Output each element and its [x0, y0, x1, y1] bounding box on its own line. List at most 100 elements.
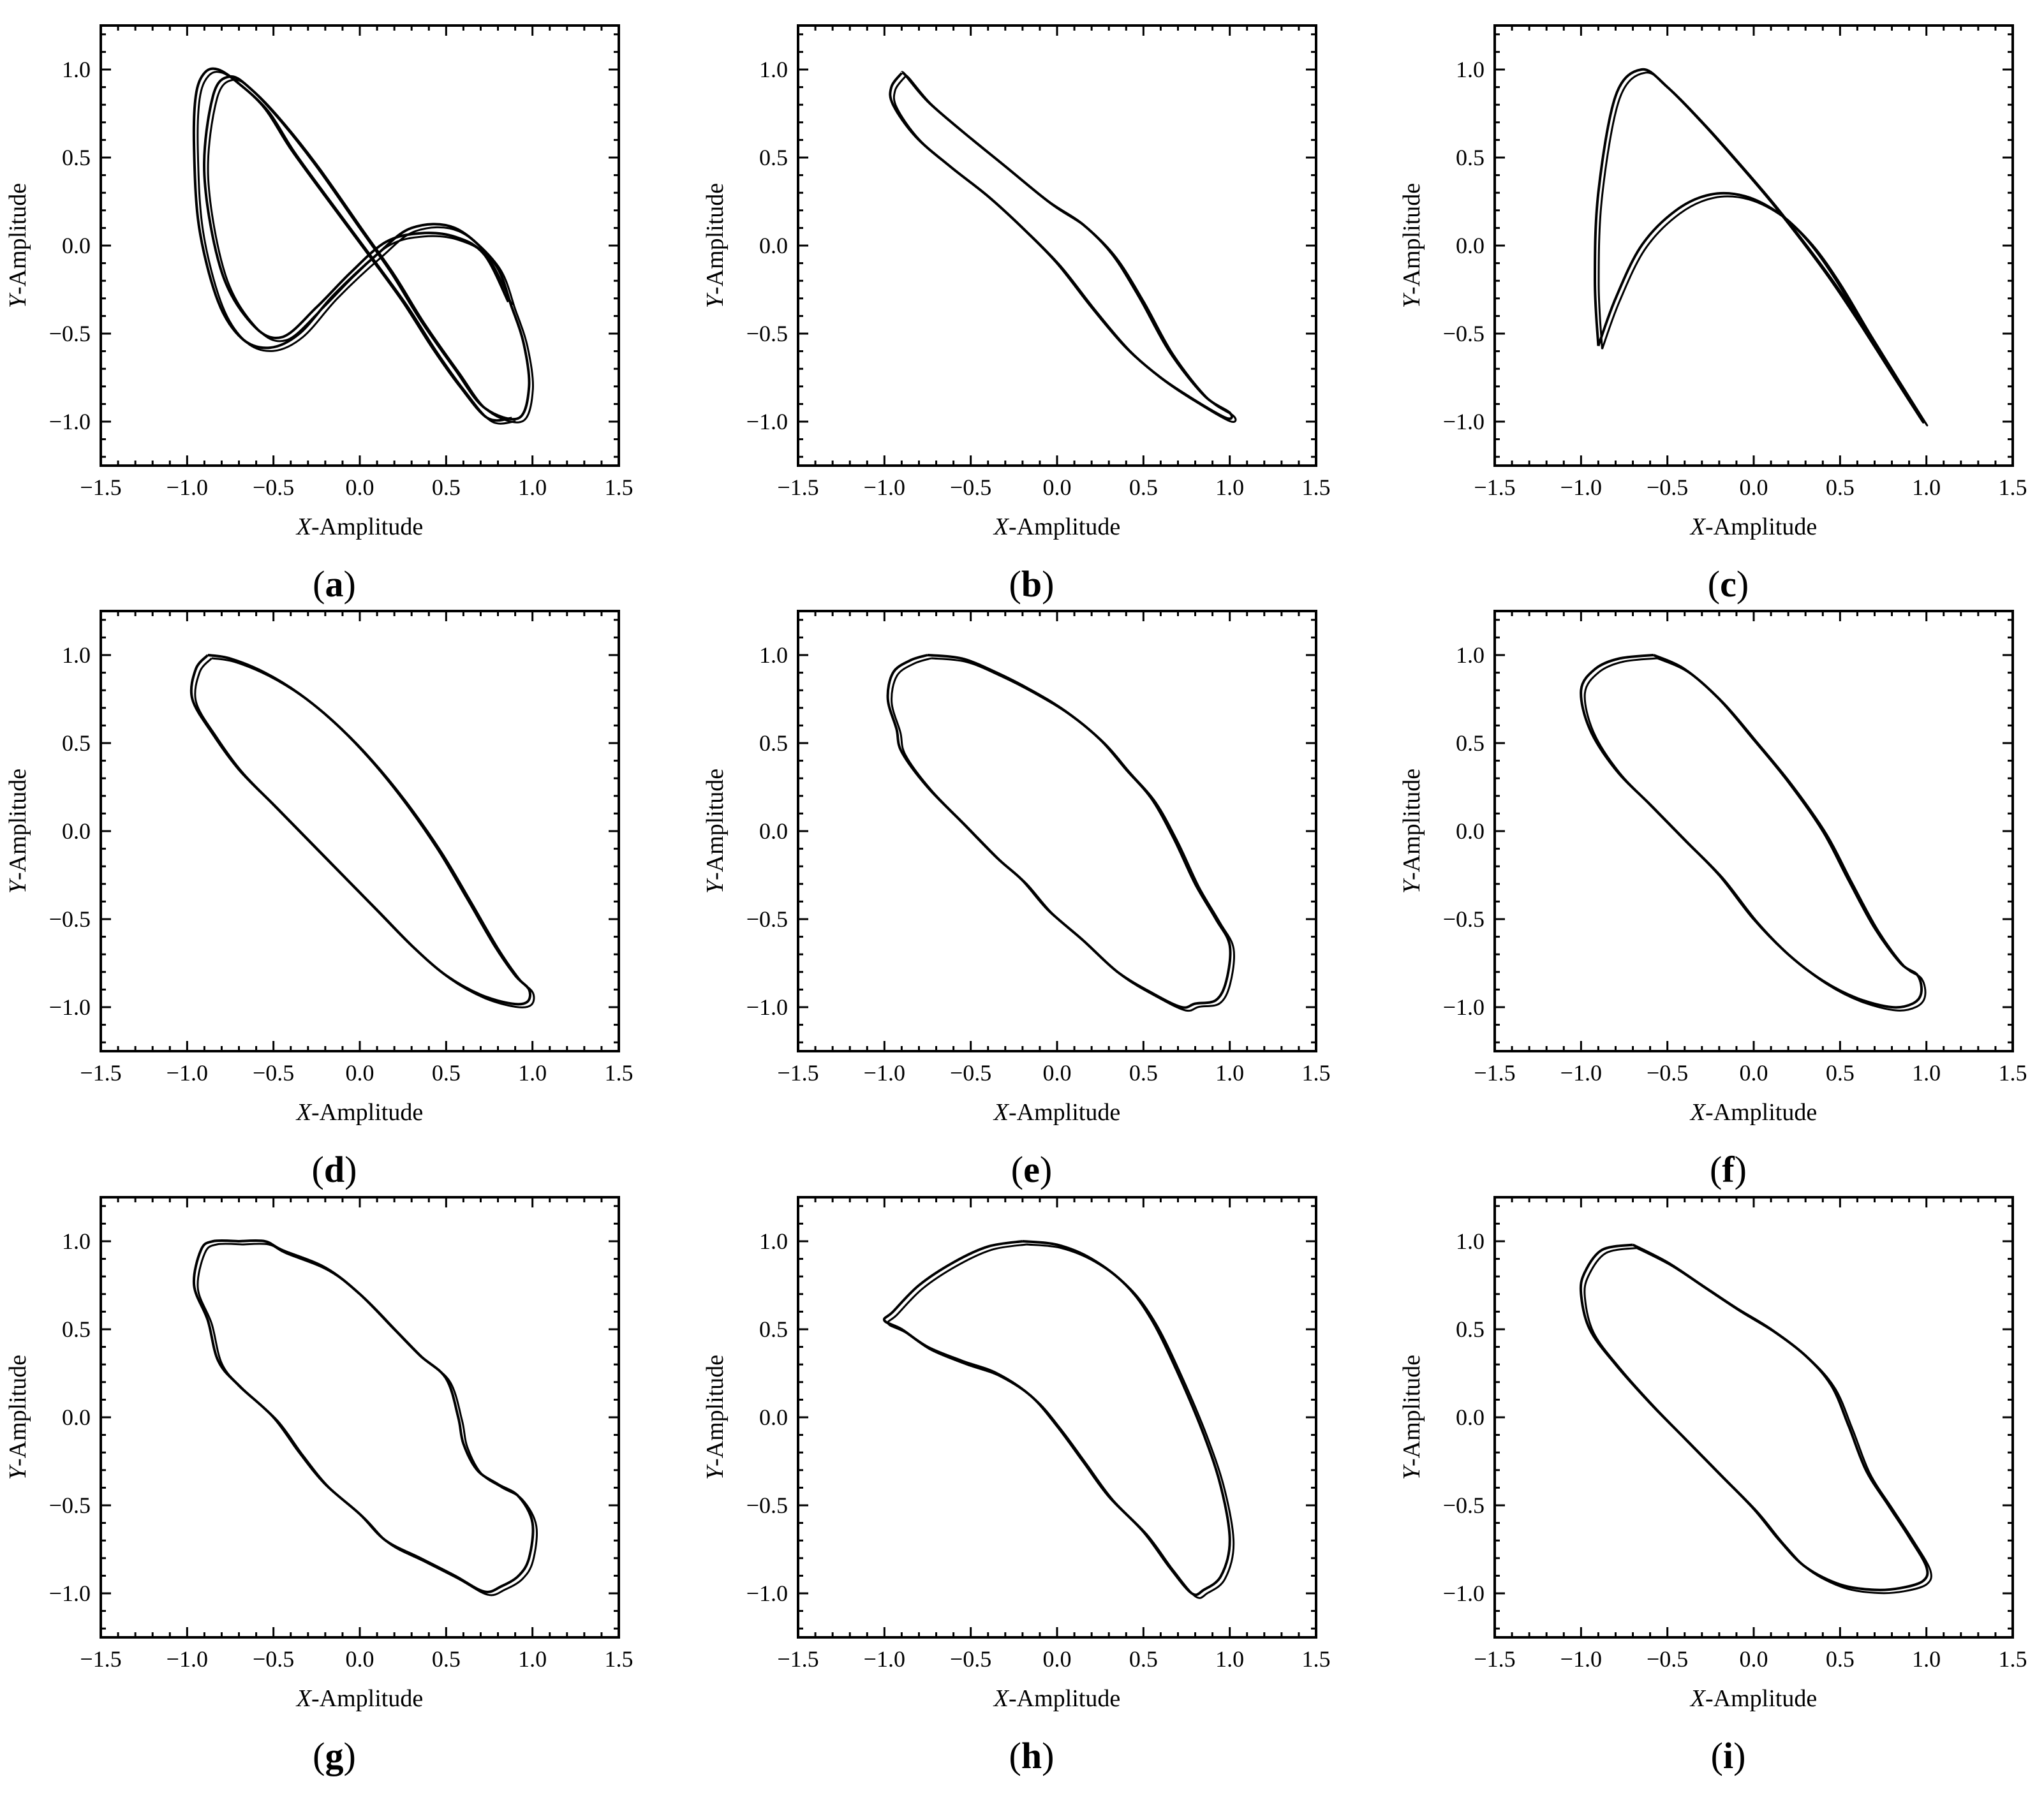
x-axis-label: X-Amplitude [1689, 1685, 1817, 1712]
x-tick-label: −0.5 [1647, 1060, 1688, 1086]
y-axis-label-rest: -Amplitude [702, 769, 729, 880]
y-axis-label-rest: -Amplitude [702, 183, 729, 295]
x-tick-label: 0.5 [1129, 475, 1158, 500]
panel-label-close: ) [344, 563, 356, 605]
chart-panel-g: −1.5 −1.0 −0.5 0.0 0.5 1.0 1.5 −1.0 −0.5 0.0 0.5 1.… [4, 1196, 633, 1776]
y-axis-label-var: Y [4, 1464, 31, 1480]
x-tick-label: −1.0 [167, 1646, 208, 1672]
chart-panel-h: −1.5 −1.0 −0.5 0.0 0.5 1.0 1.5 −1.0 −0.5 0.0 0.5 1.… [702, 1196, 1331, 1776]
x-axis-label-var: X [295, 513, 313, 540]
panel-label-open: ( [1710, 1149, 1722, 1190]
panel-label-letter: f [1722, 1149, 1735, 1190]
panel-label: (d) [312, 1149, 357, 1190]
y-tick-label: 1.0 [759, 642, 788, 668]
y-axis-label-rest: -Amplitude [1398, 1355, 1425, 1466]
x-axis-label-rest: -Amplitude [1009, 1685, 1120, 1712]
y-axis-label-rest: -Amplitude [1398, 769, 1425, 880]
y-tick-label: 1.0 [759, 57, 788, 82]
x-axis-label-rest: -Amplitude [311, 1685, 423, 1712]
x-axis-label: X-Amplitude [295, 1099, 423, 1126]
x-axis-label-rest: -Amplitude [1705, 513, 1817, 540]
y-tick-label: −1.0 [746, 1581, 788, 1606]
y-tick-label: 0.5 [759, 1317, 788, 1342]
x-tick-label: 0.0 [1043, 1060, 1072, 1086]
y-tick-label: −0.5 [1443, 906, 1485, 932]
phase-trajectory-line-repeat [194, 657, 535, 1008]
y-axis-label-var: Y [4, 878, 31, 894]
y-axis-label: Y-Amplitude [702, 1355, 729, 1480]
y-tick-label: 1.0 [62, 57, 91, 82]
x-tick-label: 1.5 [1999, 1060, 2027, 1086]
x-tick-label: 0.0 [1043, 475, 1072, 500]
panel-label: (g) [313, 1735, 356, 1776]
panel-label-close: ) [1733, 1735, 1745, 1776]
x-tick-label: 1.0 [1215, 1060, 1244, 1086]
x-tick-label: −1.5 [1474, 475, 1515, 500]
x-axis-label: X-Amplitude [993, 1685, 1120, 1712]
x-tick-label: −1.5 [777, 1646, 818, 1672]
y-tick-label: 0.0 [62, 233, 91, 258]
y-tick-label: 0.5 [1456, 145, 1485, 170]
x-tick-label: 1.5 [605, 1646, 633, 1672]
chart-panel-d: −1.5 −1.0 −0.5 0.0 0.5 1.0 1.5 −1.0 −0.5 0.0 0.5 1.… [4, 610, 633, 1190]
y-tick-label: 0.5 [62, 1317, 91, 1342]
x-axis-label-rest: -Amplitude [311, 513, 423, 540]
x-tick-label: 1.5 [605, 475, 633, 500]
y-tick-label: −0.5 [746, 906, 788, 932]
y-tick-label: 0.5 [759, 145, 788, 170]
panel-label-open: ( [1708, 563, 1720, 605]
x-axis-label-rest: -Amplitude [1009, 513, 1120, 540]
phase-trajectory-line [882, 1240, 1231, 1597]
y-tick-label: −0.5 [746, 321, 788, 346]
chart-panel-b: −1.5 −1.0 −0.5 0.0 0.5 1.0 1.5 −1.0 −0.5 0.0 0.5 1.… [702, 24, 1331, 605]
x-tick-label: −1.0 [167, 475, 208, 500]
phase-trajectory-line-repeat [891, 657, 1236, 1012]
x-tick-label: −1.5 [777, 1060, 818, 1086]
y-tick-label: 1.0 [62, 642, 91, 668]
y-tick-label: −1.0 [746, 409, 788, 434]
x-tick-label: −1.5 [1474, 1060, 1515, 1086]
y-axis-label-rest: -Amplitude [4, 1355, 31, 1466]
phase-trajectory-line-repeat [887, 1243, 1235, 1599]
panel-label-close: ) [1737, 563, 1749, 605]
y-tick-label: 1.0 [1456, 1228, 1485, 1254]
panel-label: (f) [1710, 1149, 1747, 1190]
panel-label-close: ) [344, 1735, 356, 1776]
x-tick-label: 0.5 [1826, 1646, 1855, 1672]
x-axis-label-rest: -Amplitude [1705, 1685, 1817, 1712]
y-tick-label: −0.5 [49, 1493, 91, 1518]
x-tick-label: 0.5 [432, 1060, 461, 1086]
y-tick-label: −1.0 [1443, 409, 1485, 434]
y-tick-label: 0.0 [62, 1405, 91, 1430]
panel-label-open: ( [313, 563, 325, 605]
y-tick-label: −0.5 [49, 906, 91, 932]
x-tick-label: −0.5 [253, 1646, 294, 1672]
x-tick-label: 0.0 [346, 1060, 374, 1086]
x-tick-label: −0.5 [253, 475, 294, 500]
panel-label-close: ) [1042, 1735, 1054, 1776]
phase-trajectory-line [1594, 68, 1925, 424]
phase-trajectory-line-repeat [1583, 1247, 1932, 1595]
x-tick-label: 0.0 [1740, 1646, 1768, 1672]
x-axis-label: X-Amplitude [1689, 513, 1817, 540]
x-tick-label: 1.0 [1912, 1646, 1941, 1672]
x-axis-label-rest: -Amplitude [1705, 1099, 1817, 1126]
x-axis-label-var: X [1689, 1099, 1707, 1126]
y-axis-label: Y-Amplitude [1398, 1355, 1425, 1480]
x-axis-label: X-Amplitude [993, 1099, 1120, 1126]
x-tick-label: −0.5 [1647, 1646, 1688, 1672]
y-tick-label: 0.0 [1456, 233, 1485, 258]
phase-trajectory-line-repeat [196, 1243, 538, 1597]
y-axis-label: Y-Amplitude [1398, 769, 1425, 894]
plot-frame [797, 610, 1317, 1052]
x-axis-label: X-Amplitude [295, 1685, 423, 1712]
x-tick-label: 0.5 [1826, 1060, 1855, 1086]
panel-label: (i) [1711, 1735, 1746, 1776]
panel-label-close: ) [1735, 1149, 1747, 1190]
plot-frame [100, 610, 620, 1052]
y-axis-label-rest: -Amplitude [1398, 183, 1425, 295]
panel-label-close: ) [1040, 1149, 1052, 1190]
x-tick-label: 0.5 [432, 1646, 461, 1672]
y-axis-label-rest: -Amplitude [4, 183, 31, 295]
y-axis-label: Y-Amplitude [702, 769, 729, 894]
